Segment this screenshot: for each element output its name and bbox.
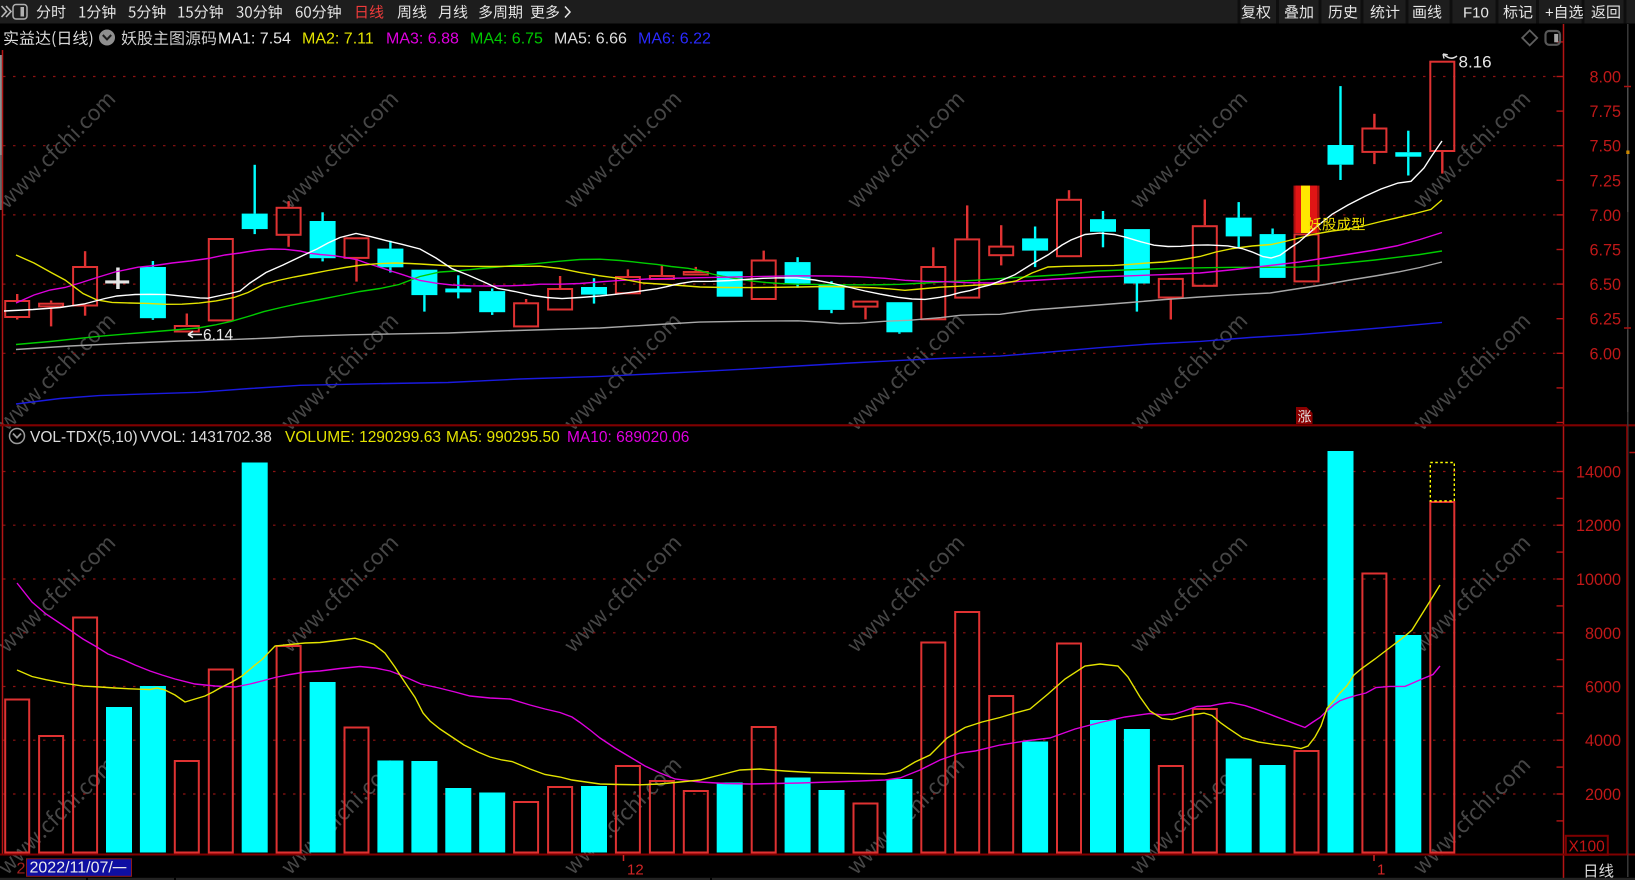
svg-text:7.50: 7.50 — [1589, 138, 1621, 156]
svg-text:6.14: 6.14 — [203, 327, 234, 344]
svg-text:MA5: 6.66: MA5: 6.66 — [554, 31, 627, 48]
svg-text:MA4: 6.75: MA4: 6.75 — [470, 31, 543, 48]
svg-text:6000: 6000 — [1585, 679, 1621, 697]
svg-text:6.25: 6.25 — [1589, 311, 1621, 329]
svg-text:VVOL: 1431702.38: VVOL: 1431702.38 — [140, 429, 272, 446]
svg-text:12000: 12000 — [1576, 517, 1621, 535]
svg-text:1: 1 — [1377, 862, 1385, 879]
svg-text:7.00: 7.00 — [1589, 207, 1621, 225]
svg-text:6.00: 6.00 — [1589, 345, 1621, 363]
svg-text:4000: 4000 — [1585, 732, 1621, 750]
svg-text:10000: 10000 — [1576, 571, 1621, 589]
svg-text:8.00: 8.00 — [1589, 69, 1621, 87]
svg-text:6.50: 6.50 — [1589, 276, 1621, 294]
svg-text:7.25: 7.25 — [1589, 172, 1621, 190]
svg-text:2: 2 — [17, 861, 26, 878]
svg-text:6.75: 6.75 — [1589, 242, 1621, 260]
svg-text:MA5: 990295.50: MA5: 990295.50 — [446, 429, 560, 446]
svg-text:12: 12 — [627, 862, 644, 879]
svg-text:2000: 2000 — [1585, 786, 1621, 804]
svg-text:MA2: 7.11: MA2: 7.11 — [302, 31, 374, 48]
svg-text:8.16: 8.16 — [1459, 53, 1492, 72]
svg-text:X100: X100 — [1569, 839, 1606, 856]
svg-text:MA3: 6.88: MA3: 6.88 — [386, 31, 459, 48]
svg-text:MA6: 6.22: MA6: 6.22 — [638, 31, 711, 48]
svg-text:F10: F10 — [1463, 5, 1489, 22]
svg-text:7.75: 7.75 — [1589, 103, 1621, 121]
svg-text:MA10: 689020.06: MA10: 689020.06 — [567, 429, 689, 446]
svg-text:VOL-TDX(5,10): VOL-TDX(5,10) — [30, 429, 138, 446]
svg-text:8000: 8000 — [1585, 625, 1621, 643]
svg-text:+: + — [1545, 5, 1554, 22]
svg-text:2022/11/07/: 2022/11/07/ — [30, 860, 114, 877]
svg-text:14000: 14000 — [1576, 464, 1621, 482]
svg-text:MA1: 7.54: MA1: 7.54 — [218, 31, 291, 48]
svg-text:VOLUME: 1290299.63: VOLUME: 1290299.63 — [285, 429, 441, 446]
